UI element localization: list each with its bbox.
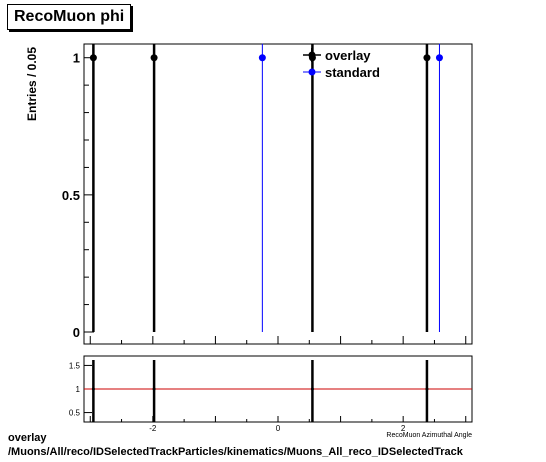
legend-standard-marker: [308, 68, 316, 76]
x-axis-label: RecoMuon Azimuthal Angle: [386, 432, 472, 439]
main-y-tick-label: 0.5: [62, 188, 80, 203]
legend-overlay-label: overlay: [325, 48, 371, 63]
y-axis-label: Entries / 0.05: [25, 47, 39, 121]
ratio-x-tick-label: 2: [401, 424, 406, 433]
legend-standard-label: standard: [325, 65, 380, 80]
series-standard-point: [435, 54, 443, 62]
chart-title: RecoMuon phi: [7, 4, 132, 30]
legend-overlay-marker: [308, 51, 316, 59]
footer-line-1: overlay: [8, 432, 47, 444]
ratio-series-group: [84, 360, 472, 422]
ratio-x-tick-label: -2: [149, 424, 157, 433]
ratio-axis-ticks: 0.5 1 1.5 -2 0 2: [69, 361, 467, 433]
ratio-point: [425, 387, 429, 391]
main-plot-frame: [83, 43, 473, 345]
series-overlay-point: [150, 54, 158, 62]
series-overlay-point: [89, 54, 97, 62]
ratio-x-tick-label: 0: [276, 424, 281, 433]
main-y-tick-label: 1: [73, 51, 80, 66]
ratio-point: [152, 387, 156, 391]
series-overlay-point: [423, 54, 431, 62]
main-series-group: [89, 43, 443, 332]
ratio-y-tick-label: 0.5: [69, 409, 81, 418]
series-standard-point: [258, 54, 266, 62]
main-y-tick-label: 0: [73, 325, 80, 340]
ratio-point: [310, 387, 314, 391]
ratio-y-tick-label: 1: [76, 385, 81, 394]
footer-line-2: /Muons/All/reco/IDSelectedTrackParticles…: [8, 446, 463, 458]
main-axis-ticks: 00.51: [62, 51, 467, 344]
ratio-y-tick-label: 1.5: [69, 361, 81, 370]
legend: overlay standard: [303, 48, 380, 80]
ratio-point: [91, 387, 95, 391]
